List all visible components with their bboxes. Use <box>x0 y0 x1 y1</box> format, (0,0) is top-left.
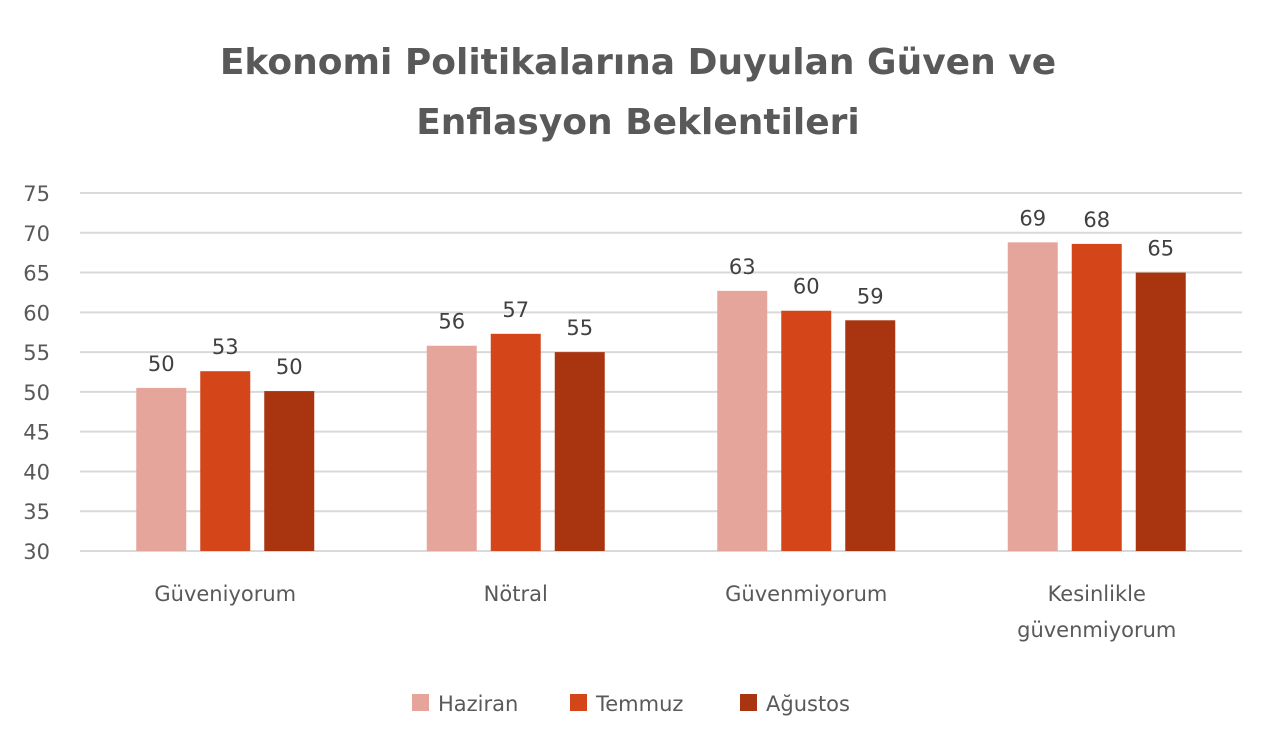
bar-ağustos <box>554 352 605 551</box>
bar-ağustos <box>1135 272 1186 551</box>
y-tick-label: 55 <box>23 341 50 365</box>
x-category-label: Kesinlikle <box>1048 582 1146 606</box>
bar-temmuz <box>781 310 832 551</box>
bar-haziran <box>426 345 477 551</box>
y-tick-label: 75 <box>23 182 50 206</box>
data-label: 57 <box>502 298 529 322</box>
y-tick-label: 60 <box>23 301 50 325</box>
data-label: 63 <box>729 255 756 279</box>
bar-haziran <box>717 290 768 551</box>
y-tick-label: 30 <box>23 540 50 564</box>
legend-label: Temmuz <box>595 692 683 716</box>
legend-swatch <box>740 694 757 711</box>
data-label: 59 <box>857 284 884 308</box>
data-label: 60 <box>793 275 820 299</box>
legend-swatch <box>412 694 429 711</box>
data-label: 50 <box>276 355 303 379</box>
bar-ağustos <box>264 391 315 551</box>
data-label: 53 <box>212 335 239 359</box>
y-tick-label: 45 <box>23 421 50 445</box>
legend-label: Haziran <box>438 692 518 716</box>
bar-temmuz <box>490 333 541 551</box>
x-category-label: Güvenmiyorum <box>725 582 887 606</box>
bar-haziran <box>136 387 187 551</box>
data-label: 69 <box>1019 206 1046 230</box>
bar-temmuz <box>1071 243 1122 551</box>
chart-title-line-2: Enflasyon Beklentileri <box>416 102 860 143</box>
y-tick-label: 40 <box>23 460 50 484</box>
x-category-label: Güveniyorum <box>154 582 296 606</box>
x-category-label: Nötral <box>484 582 548 606</box>
y-tick-label: 50 <box>23 381 50 405</box>
data-label: 65 <box>1147 237 1174 261</box>
y-tick-label: 65 <box>23 262 50 286</box>
data-label: 55 <box>566 316 593 340</box>
bar-ağustos <box>845 320 896 551</box>
chart-title-line-1: Ekonomi Politikalarına Duyulan Güven ve <box>220 42 1056 83</box>
legend-swatch <box>570 694 587 711</box>
x-category-label: güvenmiyorum <box>1017 618 1176 642</box>
y-tick-label: 35 <box>23 500 50 524</box>
legend-label: Ağustos <box>766 692 850 716</box>
bar-haziran <box>1007 242 1058 551</box>
data-label: 50 <box>148 352 175 376</box>
data-label: 68 <box>1083 208 1110 232</box>
y-tick-label: 70 <box>23 222 50 246</box>
bar-temmuz <box>200 371 251 551</box>
data-label: 56 <box>438 310 465 334</box>
